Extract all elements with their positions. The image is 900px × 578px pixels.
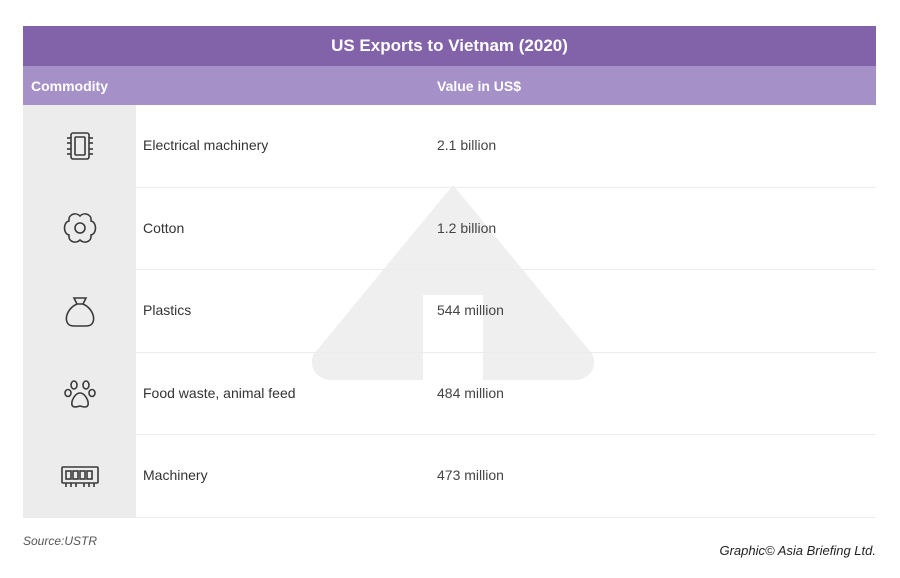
table-title: US Exports to Vietnam (2020): [23, 26, 876, 66]
memory-module-icon: [60, 466, 99, 488]
column-header-value: Value in US$: [437, 78, 522, 94]
graphic-credit: Graphic© Asia Briefing Ltd.: [719, 543, 876, 558]
commodity-name: Cotton: [143, 219, 185, 236]
table-row: Plastics 544 million: [23, 270, 876, 353]
exports-table: US Exports to Vietnam (2020) Commodity V…: [23, 26, 876, 518]
paw-icon: [63, 379, 96, 408]
sack-icon: [65, 297, 94, 327]
table-body: Electrical machinery 2.1 billion Cotton …: [23, 105, 876, 518]
chip-icon: [66, 131, 93, 160]
table-row: Machinery 473 million: [23, 435, 876, 518]
column-header-commodity: Commodity: [31, 78, 108, 94]
table-title-text: US Exports to Vietnam (2020): [331, 36, 568, 55]
commodity-name: Food waste, animal feed: [143, 384, 296, 401]
commodity-value: 544 million: [437, 302, 504, 319]
table-header: Commodity Value in US$: [23, 66, 876, 105]
icon-cell: [23, 187, 136, 270]
table-row: Electrical machinery 2.1 billion: [23, 105, 876, 188]
icon-cell: [23, 105, 136, 187]
icon-cell: [23, 435, 136, 517]
icon-cell: [23, 270, 136, 352]
flower-icon: [63, 213, 96, 244]
source-note: Source:USTR: [23, 534, 98, 548]
commodity-value: 2.1 billion: [437, 137, 497, 153]
commodity-value: 1.2 billion: [437, 219, 497, 236]
commodity-value: 484 million: [437, 384, 504, 401]
commodity-name: Electrical machinery: [143, 137, 269, 153]
table-row: Cotton 1.2 billion: [23, 187, 876, 271]
commodity-name: Machinery: [143, 467, 208, 484]
icon-cell: [23, 352, 136, 435]
table-row: Food waste, animal feed 484 million: [23, 352, 876, 436]
commodity-name: Plastics: [143, 302, 192, 319]
commodity-value: 473 million: [437, 467, 504, 484]
